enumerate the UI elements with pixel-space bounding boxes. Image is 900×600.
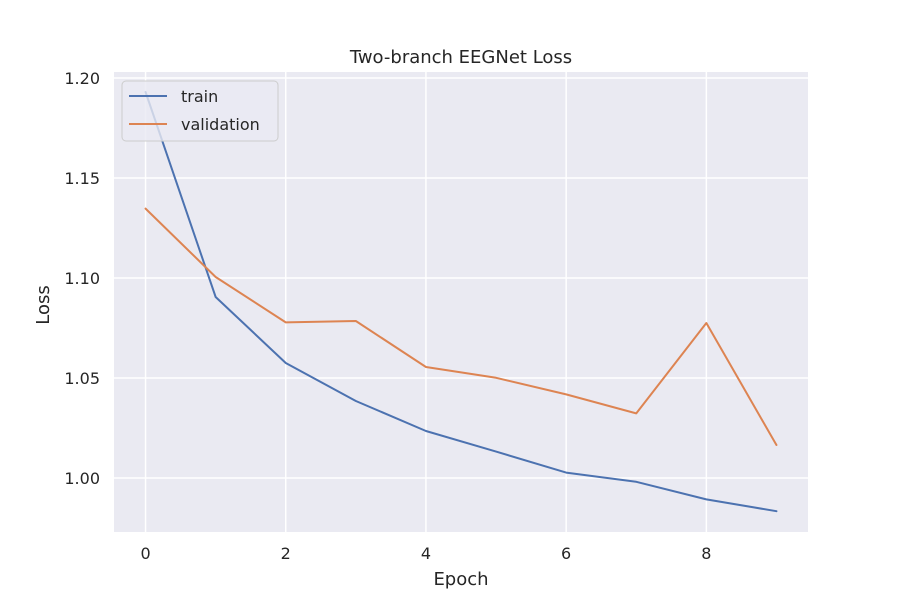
y-axis-label: Loss [33,285,54,324]
y-tick-label: 1.00 [64,469,100,488]
x-tick-label: 2 [281,544,291,563]
y-tick-label: 1.05 [64,369,100,388]
series-line-validation [144,207,778,446]
legend: train validation [121,80,279,142]
x-axis-label: Epoch [433,569,488,590]
y-tick-label: 1.20 [64,69,100,88]
series-lines [144,91,778,513]
x-tick-label: 4 [421,544,431,563]
x-tick-label: 0 [140,544,150,563]
grid [114,72,808,532]
y-tick-label: 1.10 [64,269,100,288]
tick-labels: 0 2 4 6 8 1.00 1.05 1.10 1.15 1.20 [64,69,711,563]
legend-validation-label: validation [181,115,260,134]
x-tick-label: 8 [701,544,711,563]
legend-train-label: train [181,87,218,106]
x-tick-label: 6 [561,544,571,563]
series-line-train [144,91,778,513]
plot-area [114,72,808,532]
y-tick-label: 1.15 [64,169,100,188]
chart-title: Two-branch EEGNet Loss [349,47,572,68]
